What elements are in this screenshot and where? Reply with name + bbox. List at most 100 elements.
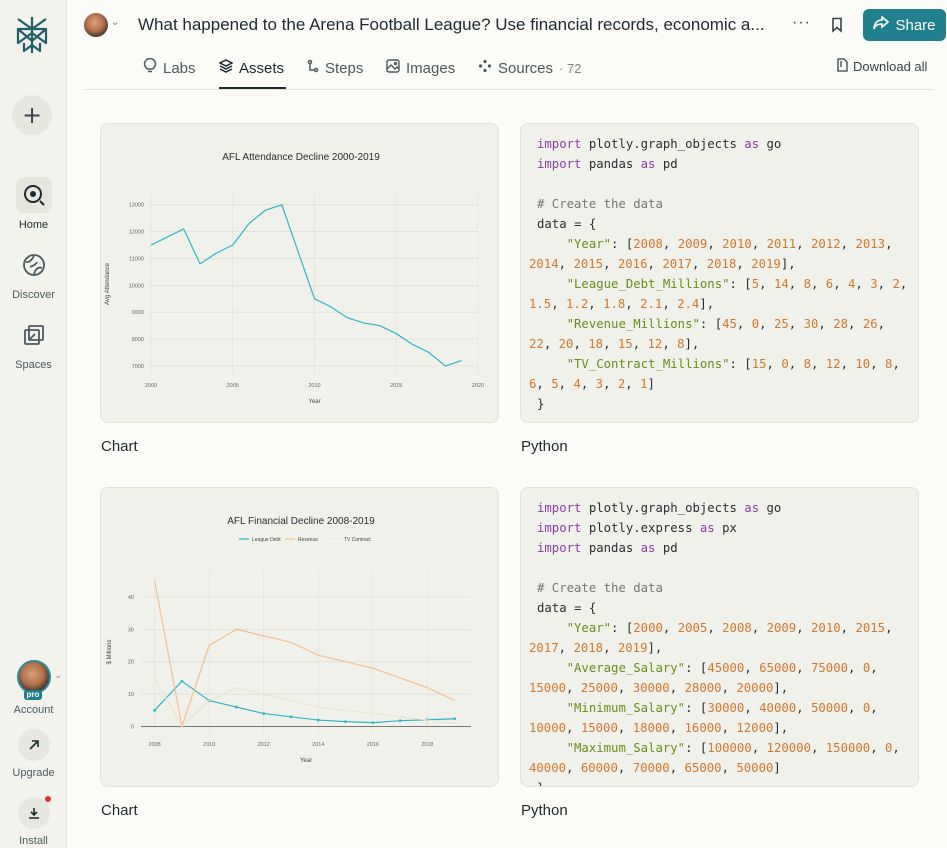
chart-card-attendance[interactable]: AFL Attendance Decline 2000-2019 7000 8000… xyxy=(100,123,499,423)
header: ⌄ What happened to the Arena Football Le… xyxy=(68,0,947,50)
x-tick-label: 2005 xyxy=(227,383,239,389)
code-line: } xyxy=(537,397,545,411)
arrow-up-right-icon xyxy=(17,729,50,761)
y-tick-label: 7000 xyxy=(132,364,144,370)
download-all-button[interactable]: Download all xyxy=(836,58,927,75)
code-line: # Create the data xyxy=(537,197,663,211)
asset-caption: Chart xyxy=(101,802,138,819)
y-tick-label: 12000 xyxy=(129,230,144,236)
code-line xyxy=(529,174,914,194)
data-point xyxy=(453,717,457,721)
chart-card-financial[interactable]: AFL Financial Decline 2008-2019 0 10 20 30 40… xyxy=(100,487,499,787)
sidebar-item-spaces[interactable]: Spaces xyxy=(0,317,67,371)
x-tick-label: 2014 xyxy=(312,742,324,748)
share-icon xyxy=(873,15,890,34)
new-thread-button[interactable]: + xyxy=(12,95,52,135)
image-icon xyxy=(386,59,400,77)
tab-bar: Labs Assets Steps Images Sources · 72 Do… xyxy=(68,50,947,90)
x-tick-label: 2008 xyxy=(149,742,161,748)
code-card-1[interactable]: import plotly.graph_objects as go import … xyxy=(520,123,919,423)
divider xyxy=(84,89,934,90)
code-line: import pandas as pd xyxy=(537,157,678,171)
x-tick-label: 2010 xyxy=(203,742,215,748)
code-line: } xyxy=(529,778,914,786)
financial-chart: AFL Financial Decline 2008-2019 0 10 20 30 40… xyxy=(107,516,471,764)
sidebar-item-home[interactable]: Home xyxy=(0,177,67,231)
sidebar-item-install[interactable]: Install xyxy=(0,795,67,847)
avatar xyxy=(16,660,51,694)
download-icon xyxy=(17,795,52,829)
y-tick-label: 0 xyxy=(131,725,134,731)
code-line: data = { xyxy=(537,601,597,615)
spaces-icon xyxy=(16,317,52,353)
sources-count: · 72 xyxy=(559,60,582,76)
tab-assets[interactable]: Assets xyxy=(218,55,284,81)
chart-title: AFL Financial Decline 2008-2019 xyxy=(227,516,375,527)
y-tick-label: 9000 xyxy=(132,310,144,316)
data-point xyxy=(262,712,266,715)
y-axis-label: $ Millions xyxy=(107,639,113,664)
bookmark-icon[interactable] xyxy=(830,17,844,38)
sidebar-item-label: Account xyxy=(13,704,54,716)
lightbulb-icon xyxy=(143,57,157,78)
sidebar-item-upgrade[interactable]: Upgrade xyxy=(0,729,67,779)
sidebar: + Home Discover Spaces pro ⌄ Account Upg… xyxy=(0,0,67,848)
share-button[interactable]: Share xyxy=(863,9,946,41)
code-card-2[interactable]: import plotly.graph_objects as go import … xyxy=(520,487,919,787)
y-tick-label: 13000 xyxy=(129,203,144,209)
data-point xyxy=(316,718,320,722)
chevron-down-icon[interactable]: ⌄ xyxy=(111,17,120,28)
code-line: "Revenue_Millions": [45, 0, 25, 30, 28, … xyxy=(529,317,893,351)
code-line: import plotly.graph_objects as go xyxy=(537,137,782,151)
avatar[interactable] xyxy=(84,13,108,37)
series-line xyxy=(154,677,455,728)
code-line xyxy=(529,558,914,578)
perplexity-logo-icon[interactable] xyxy=(14,15,50,55)
data-point xyxy=(235,705,238,709)
y-tick-label: 10 xyxy=(128,692,134,698)
sidebar-item-discover[interactable]: Discover xyxy=(0,247,67,301)
y-tick-label: 30 xyxy=(128,627,134,633)
tab-images[interactable]: Images xyxy=(386,55,455,81)
code-block: import plotly.graph_objects as go import … xyxy=(529,498,914,786)
data-point xyxy=(289,715,293,719)
sidebar-item-account[interactable]: pro ⌄ Account xyxy=(0,660,67,716)
tab-sources[interactable]: Sources · 72 xyxy=(478,55,581,81)
x-tick-label: 2012 xyxy=(258,742,270,748)
x-axis-label: Year xyxy=(300,758,312,764)
code-line: import plotly.express as px xyxy=(537,521,737,535)
y-tick-label: 10000 xyxy=(129,283,144,289)
data-point xyxy=(398,719,402,723)
asset-caption: Python xyxy=(521,802,568,819)
pro-badge: pro xyxy=(23,690,43,700)
y-tick-label: 8000 xyxy=(132,337,144,343)
code-line: "Average_Salary": [45000, 65000, 75000, … xyxy=(529,661,886,695)
steps-icon xyxy=(307,59,319,77)
code-line: # Create the data xyxy=(537,581,663,595)
sources-icon xyxy=(478,59,492,77)
series-line xyxy=(154,680,455,724)
x-tick-label: 2018 xyxy=(421,742,433,748)
zip-file-icon xyxy=(836,58,848,75)
code-line: "Maximum_Salary": [100000, 120000, 15000… xyxy=(529,741,908,775)
tab-steps[interactable]: Steps xyxy=(307,55,363,81)
share-label: Share xyxy=(895,16,936,34)
more-options-button[interactable]: ··· xyxy=(792,14,811,31)
sidebar-item-label: Discover xyxy=(12,289,55,301)
code-line: "Minimum_Salary": [30000, 40000, 50000, … xyxy=(529,701,886,735)
sidebar-item-label: Install xyxy=(19,835,48,847)
y-axis-label: Avg Attendance xyxy=(105,262,111,305)
notification-dot xyxy=(43,795,52,803)
sidebar-item-label: Home xyxy=(18,219,49,231)
chart-title: AFL Attendance Decline 2000-2019 xyxy=(222,152,380,163)
tab-labs[interactable]: Labs xyxy=(143,55,196,81)
code-line: "Year": [2008, 2009, 2010, 2011, 2012, 2… xyxy=(529,237,900,271)
series-line xyxy=(154,580,455,729)
code-line: "TV_Contract_Millions": [15, 0, 8, 12, 1… xyxy=(529,357,908,391)
active-tab-indicator xyxy=(219,87,286,89)
x-axis-label: Year xyxy=(308,399,320,405)
asset-caption: Python xyxy=(521,438,568,455)
code-line: "Year": [2000, 2005, 2008, 2009, 2010, 2… xyxy=(529,621,900,655)
code-line: data = { xyxy=(537,217,597,231)
attendance-chart: AFL Attendance Decline 2000-2019 7000 8000… xyxy=(105,152,484,405)
